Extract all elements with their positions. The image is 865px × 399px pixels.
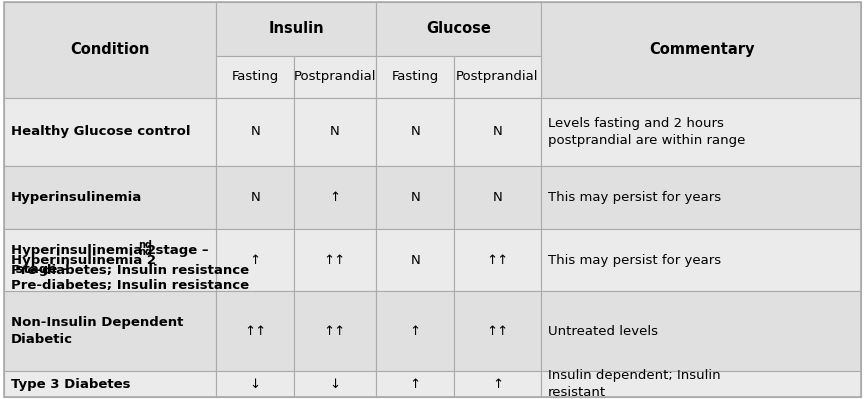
Bar <box>454 98 541 166</box>
Bar <box>376 166 454 229</box>
Bar <box>216 229 294 291</box>
Bar <box>294 229 376 291</box>
Text: Postprandial: Postprandial <box>293 70 376 83</box>
Bar <box>216 98 294 166</box>
Bar <box>216 371 294 397</box>
Text: nd: nd <box>138 247 152 257</box>
Bar <box>216 291 294 371</box>
Bar <box>4 291 216 371</box>
Text: stage –: stage – <box>151 244 209 257</box>
Bar <box>294 166 376 229</box>
Text: ↑: ↑ <box>410 325 420 338</box>
Text: ↑↑: ↑↑ <box>244 325 266 338</box>
Bar <box>4 98 216 166</box>
Text: ↑↑: ↑↑ <box>486 325 509 338</box>
Text: Insulin: Insulin <box>268 22 324 36</box>
Bar <box>454 166 541 229</box>
Text: Levels fasting and 2 hours
postprandial are within range: Levels fasting and 2 hours postprandial … <box>548 117 745 147</box>
Text: Untreated levels: Untreated levels <box>548 325 657 338</box>
Text: Pre-diabetes; Insulin resistance: Pre-diabetes; Insulin resistance <box>11 264 249 277</box>
Text: ↑↑: ↑↑ <box>324 254 346 267</box>
Bar <box>541 166 861 229</box>
Text: N: N <box>492 191 503 204</box>
Bar <box>294 98 376 166</box>
Text: Hyperinsulinemia: Hyperinsulinemia <box>11 191 143 204</box>
Text: Glucose: Glucose <box>426 22 491 36</box>
Bar <box>376 56 454 98</box>
Text: nd: nd <box>138 240 152 250</box>
Text: Condition: Condition <box>70 42 150 57</box>
Bar <box>4 166 216 229</box>
Bar <box>541 2 861 98</box>
Bar <box>4 371 216 397</box>
Text: N: N <box>410 191 420 204</box>
Text: Hyperinsulinemia 2: Hyperinsulinemia 2 <box>11 254 157 267</box>
Bar <box>376 229 454 291</box>
Text: ↑: ↑ <box>330 191 340 204</box>
Bar <box>454 291 541 371</box>
Text: Fasting: Fasting <box>392 70 439 83</box>
Bar <box>376 371 454 397</box>
Bar <box>294 56 376 98</box>
Text: This may persist for years: This may persist for years <box>548 191 721 204</box>
Text: N: N <box>330 125 340 138</box>
Text: Non-Insulin Dependent
Diabetic: Non-Insulin Dependent Diabetic <box>11 316 183 346</box>
Bar <box>376 2 541 56</box>
Bar <box>4 229 216 291</box>
Text: ↑: ↑ <box>492 377 503 391</box>
Text: Hyperinsulinemia 2: Hyperinsulinemia 2 <box>11 244 157 257</box>
Bar <box>216 2 376 56</box>
Bar <box>294 291 376 371</box>
Bar <box>294 371 376 397</box>
Text: N: N <box>250 125 260 138</box>
Bar <box>541 371 861 397</box>
Text: Healthy Glucose control: Healthy Glucose control <box>11 125 191 138</box>
Text: This may persist for years: This may persist for years <box>548 254 721 267</box>
Text: ↓: ↓ <box>250 377 260 391</box>
Bar <box>454 56 541 98</box>
Bar <box>216 166 294 229</box>
Text: N: N <box>410 254 420 267</box>
Text: Insulin dependent; Insulin
resistant: Insulin dependent; Insulin resistant <box>548 369 721 399</box>
Text: Type 3 Diabetes: Type 3 Diabetes <box>11 377 131 391</box>
Text: ↓: ↓ <box>330 377 340 391</box>
Bar <box>454 229 541 291</box>
Text: ↑↑: ↑↑ <box>324 325 346 338</box>
Bar <box>4 2 216 98</box>
Bar <box>216 56 294 98</box>
Bar <box>454 371 541 397</box>
Bar <box>541 291 861 371</box>
Text: N: N <box>250 191 260 204</box>
Text: ↑: ↑ <box>410 377 420 391</box>
Text: Commentary: Commentary <box>650 42 755 57</box>
Text: Fasting: Fasting <box>232 70 279 83</box>
Text: ↑↑: ↑↑ <box>486 254 509 267</box>
Text: N: N <box>492 125 503 138</box>
Bar <box>376 98 454 166</box>
Bar <box>4 229 216 291</box>
Bar <box>376 291 454 371</box>
Bar <box>541 229 861 291</box>
Text: stage –
Pre-diabetes; Insulin resistance: stage – Pre-diabetes; Insulin resistance <box>11 263 249 292</box>
Text: ↑: ↑ <box>250 254 260 267</box>
Text: N: N <box>410 125 420 138</box>
Text: Postprandial: Postprandial <box>456 70 539 83</box>
Bar <box>541 98 861 166</box>
